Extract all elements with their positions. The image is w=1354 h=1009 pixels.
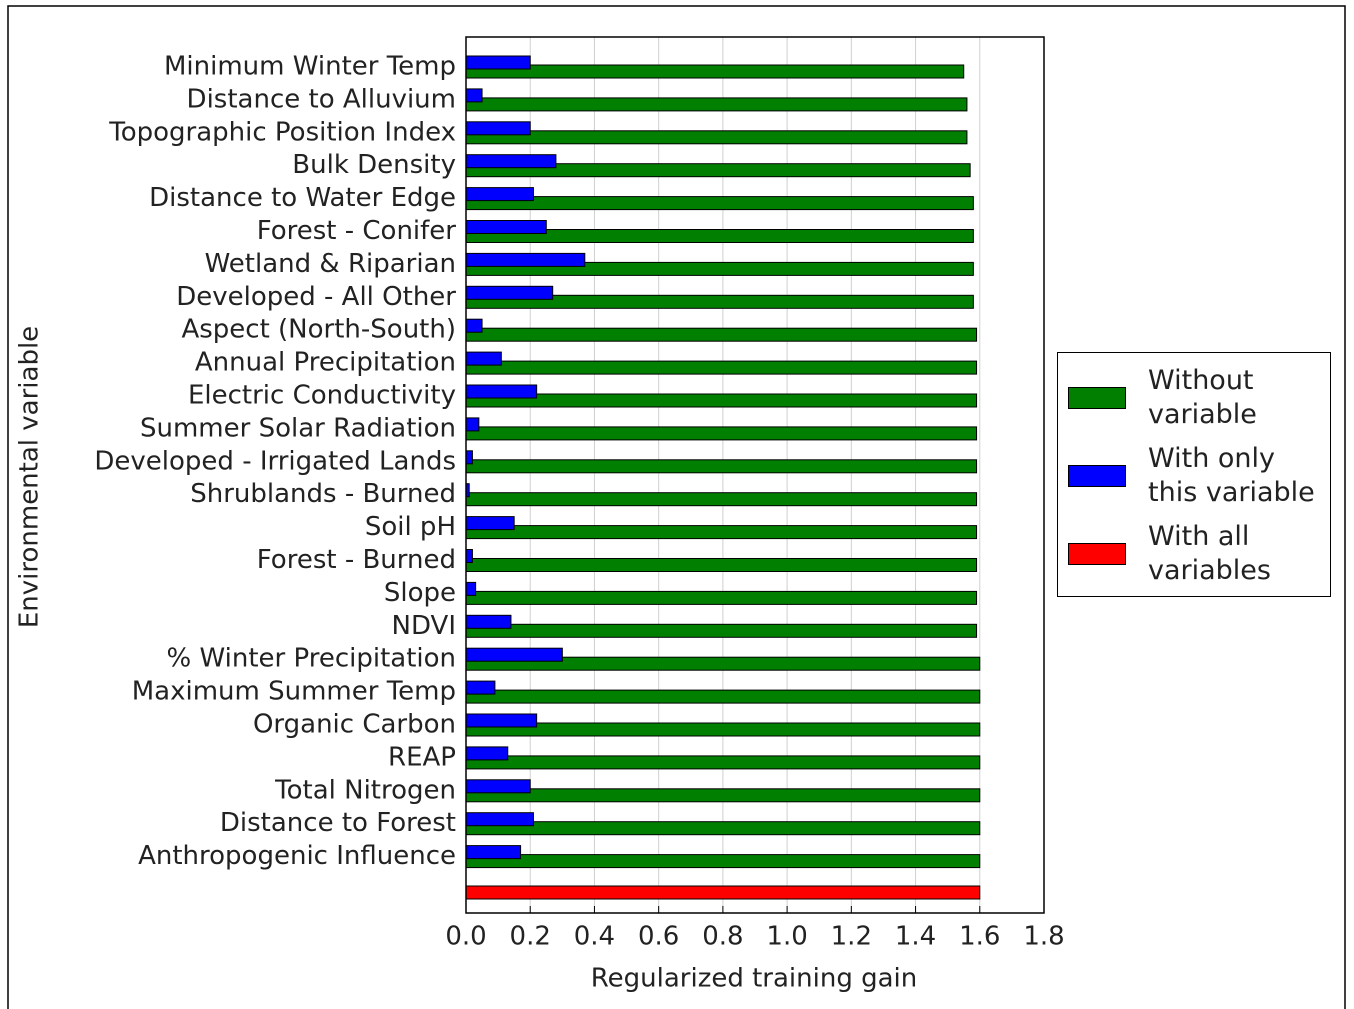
bar xyxy=(465,196,974,211)
bar xyxy=(465,779,531,794)
y-tick-label: Aspect (North-South) xyxy=(181,315,456,345)
legend-swatch xyxy=(1068,465,1126,487)
y-tick-label: Soil pH xyxy=(365,512,456,542)
bar xyxy=(465,647,563,662)
bar xyxy=(465,88,483,103)
y-tick-label: % Winter Precipitation xyxy=(167,644,456,674)
legend-entry: With only this variable xyxy=(1068,437,1320,515)
y-tick-label: Developed - All Other xyxy=(176,282,456,312)
legend-label: Without variable xyxy=(1148,365,1257,430)
y-tick-label: Wetland & Riparian xyxy=(205,249,456,279)
y-tick-label: Forest - Conifer xyxy=(257,216,457,246)
x-tick-label: 1.4 xyxy=(895,922,936,952)
x-tick-label: 1.8 xyxy=(1023,922,1064,952)
x-tick-label: 1.0 xyxy=(766,922,807,952)
y-tick-label: Distance to Forest xyxy=(220,808,456,838)
bar xyxy=(465,746,509,761)
bar xyxy=(465,525,978,540)
y-tick-label: Annual Precipitation xyxy=(195,348,456,378)
bar xyxy=(465,516,515,531)
bar xyxy=(465,97,968,112)
legend-label: With only this variable xyxy=(1148,443,1315,508)
bar xyxy=(465,755,981,770)
y-tick-label: Distance to Water Edge xyxy=(149,183,456,213)
bar xyxy=(465,885,981,900)
bar xyxy=(465,558,978,572)
bar xyxy=(465,351,502,366)
bar xyxy=(465,459,978,474)
bar xyxy=(465,154,557,169)
x-tick-label: 0.2 xyxy=(510,922,551,952)
bar xyxy=(465,121,531,136)
legend-entry: Without variable xyxy=(1068,359,1320,437)
x-tick-label: 1.6 xyxy=(959,922,1000,952)
bar xyxy=(465,384,538,399)
bar xyxy=(465,689,981,704)
legend-swatch xyxy=(1068,543,1126,565)
bar xyxy=(465,614,512,629)
x-tick-label: 0.8 xyxy=(702,922,743,952)
bar xyxy=(465,318,483,333)
y-tick-label: Shrublands - Burned xyxy=(190,479,456,509)
legend: Without variable With only this variable W… xyxy=(1057,352,1331,597)
y-axis-label: Environmental variable xyxy=(15,326,45,628)
bar xyxy=(465,426,978,441)
bar xyxy=(465,130,968,145)
x-tick-label: 0.6 xyxy=(638,922,679,952)
bar xyxy=(465,450,473,465)
frame xyxy=(7,5,1346,1009)
bar xyxy=(465,821,981,836)
bar xyxy=(465,417,480,432)
bar xyxy=(465,590,978,605)
bar xyxy=(465,393,978,408)
bar xyxy=(465,812,534,827)
x-axis-label: Regularized training gain xyxy=(591,964,918,994)
bar xyxy=(465,854,981,869)
bar xyxy=(465,722,981,737)
bar xyxy=(465,327,978,342)
bar xyxy=(465,788,981,803)
bar xyxy=(465,680,496,695)
y-tick-label: Maximum Summer Temp xyxy=(132,677,456,707)
y-tick-label: REAP xyxy=(388,742,456,772)
x-tick-label: 1.2 xyxy=(831,922,872,952)
bar xyxy=(465,492,978,507)
bar xyxy=(465,549,473,563)
y-tick-label: Developed - Irrigated Lands xyxy=(94,446,456,476)
y-tick-label: Total Nitrogen xyxy=(274,775,456,805)
bar xyxy=(465,55,531,70)
y-tick-label: Summer Solar Radiation xyxy=(140,413,456,443)
bar xyxy=(465,845,522,860)
y-tick-label: Bulk Density xyxy=(292,150,456,180)
y-tick-label: Organic Carbon xyxy=(253,710,456,740)
y-tick-label: Minimum Winter Temp xyxy=(164,52,456,82)
bar xyxy=(465,285,554,300)
legend-label: With all variables xyxy=(1148,521,1271,586)
y-tick-label: Forest - Burned xyxy=(257,545,456,575)
x-tick-label: 0.4 xyxy=(574,922,615,952)
legend-entry: With all variables xyxy=(1068,515,1320,593)
y-tick-label: Electric Conductivity xyxy=(188,381,456,411)
legend-swatch xyxy=(1068,387,1126,409)
plot-border xyxy=(465,36,1045,914)
y-tick-label: NDVI xyxy=(392,611,456,641)
bar xyxy=(465,64,965,79)
y-tick-label: Slope xyxy=(384,578,456,608)
bar xyxy=(465,187,534,202)
bar xyxy=(465,360,978,375)
bar xyxy=(465,581,477,596)
y-tick-label: Anthropogenic Influence xyxy=(138,841,456,871)
bar xyxy=(465,252,586,267)
y-tick-label: Topographic Position Index xyxy=(108,117,456,147)
bar xyxy=(465,220,547,234)
x-tick-label: 0.0 xyxy=(445,922,486,952)
bar xyxy=(465,623,978,638)
bar xyxy=(465,713,538,728)
y-tick-label: Distance to Alluvium xyxy=(187,84,456,114)
